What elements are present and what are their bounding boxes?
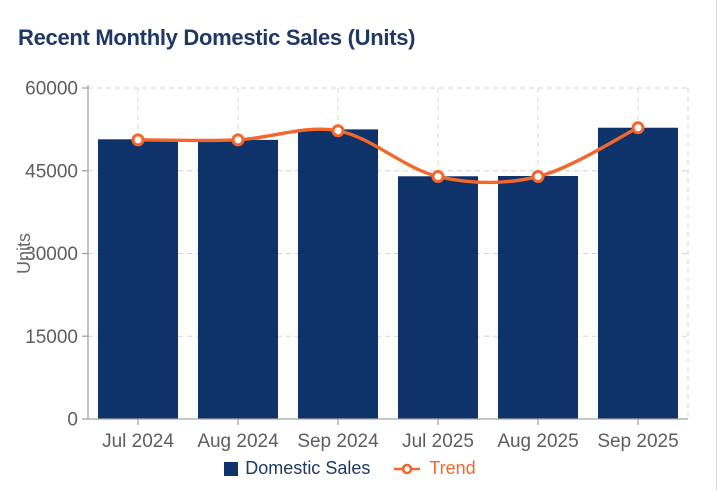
- legend-label-trend: Trend: [429, 458, 476, 478]
- domestic-sales-swatch-icon: [224, 461, 239, 476]
- x-tick-label: Aug 2025: [497, 431, 578, 452]
- y-tick-label: 60000: [25, 79, 78, 100]
- chart-title: Recent Monthly Domestic Sales (Units): [18, 25, 416, 50]
- bar-sep-2025[interactable]: [598, 127, 678, 419]
- y-tick-label: 15000: [25, 327, 78, 348]
- chart-legend: Domestic Sales Trend: [0, 458, 700, 479]
- trend-marker-aug-2025[interactable]: [531, 170, 545, 184]
- y-axis-title: Units: [14, 233, 34, 274]
- trend-marker-sep-2025[interactable]: [631, 121, 645, 135]
- trend-marker-aug-2024[interactable]: [231, 133, 245, 147]
- x-tick-label: Jul 2025: [402, 431, 474, 452]
- x-tick-label: Jul 2024: [102, 431, 174, 452]
- trend-marker-jul-2025[interactable]: [431, 170, 445, 184]
- bar-jul-2024[interactable]: [98, 139, 178, 419]
- bar-sep-2024[interactable]: [298, 129, 378, 419]
- y-tick-label: 0: [67, 410, 78, 431]
- trend-marker-jul-2024[interactable]: [131, 133, 145, 147]
- trend-line-marker-icon: [394, 463, 421, 474]
- trend-line: [136, 126, 640, 185]
- bar-aug-2025[interactable]: [498, 175, 578, 419]
- chart-plot-area: 0 15000 30000 45000 60000 Jul 2024 Aug 2024 Sep…: [14, 79, 689, 453]
- y-tick-label: 45000: [25, 161, 78, 182]
- legend-item-trend[interactable]: Trend: [392, 458, 476, 479]
- trend-marker-sep-2024[interactable]: [331, 124, 345, 138]
- x-tick-label: Aug 2024: [197, 431, 279, 452]
- bars-group: [98, 127, 678, 419]
- x-tick-label: Sep 2024: [297, 431, 379, 452]
- axes-group: [82, 85, 688, 425]
- axis-labels-group: 0 15000 30000 45000 60000 Jul 2024 Aug 2024 Sep…: [14, 79, 679, 453]
- bar-aug-2024[interactable]: [198, 139, 278, 419]
- card-right-border: [716, 0, 717, 490]
- bar-jul-2025[interactable]: [398, 176, 478, 419]
- y-tick-label: 30000: [25, 244, 78, 265]
- trend-markers-group: [131, 121, 645, 184]
- x-tick-label: Sep 2025: [597, 431, 678, 452]
- legend-label-domestic-sales: Domestic Sales: [245, 458, 371, 478]
- legend-item-domestic-sales[interactable]: Domestic Sales: [224, 458, 370, 479]
